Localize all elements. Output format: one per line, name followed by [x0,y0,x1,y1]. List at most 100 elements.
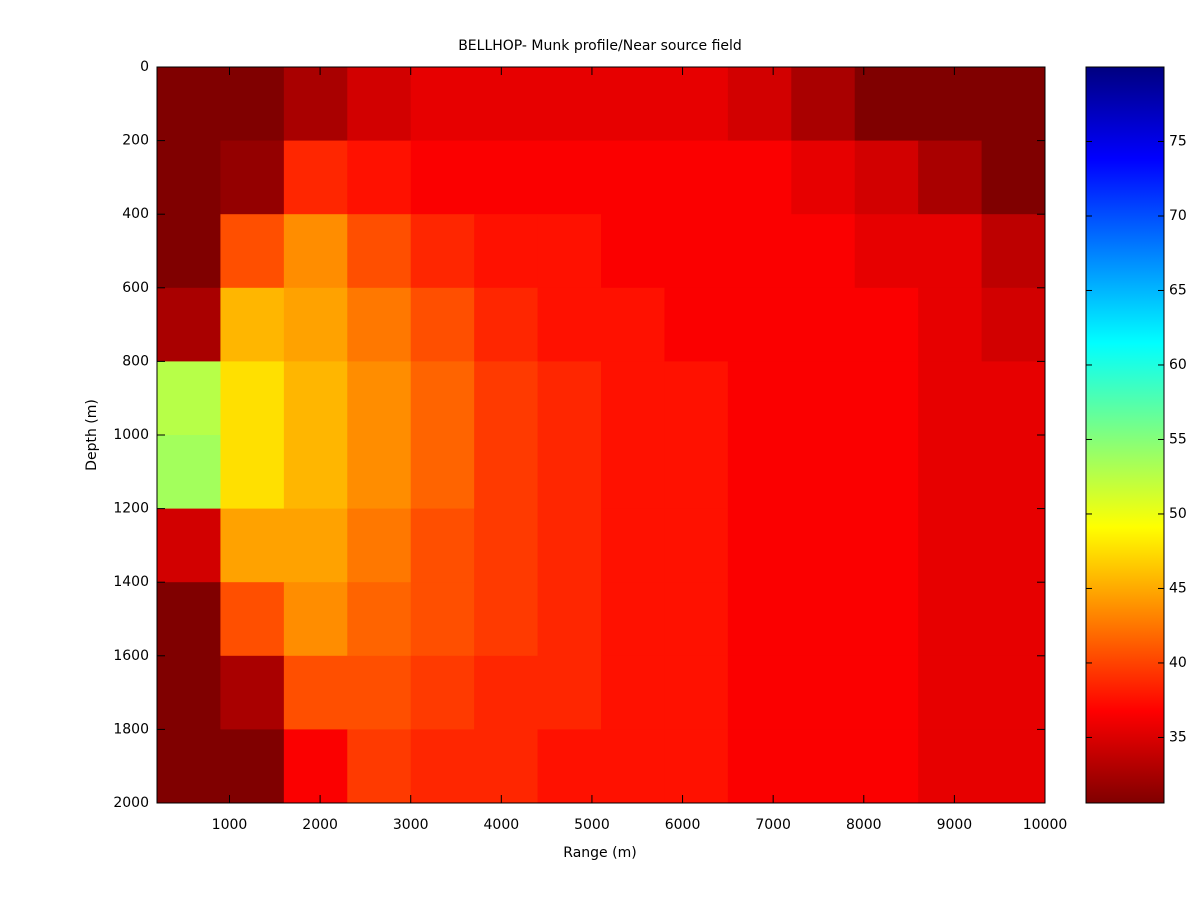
cell [410,508,475,583]
cell [537,361,602,436]
cell [664,214,729,289]
cell [981,655,1046,730]
cell [474,582,539,657]
cell [664,435,729,510]
cell [601,729,665,804]
cell [283,361,348,436]
x-tick-label: 2000 [302,817,338,833]
cell [601,361,665,436]
y-tick-label: 400 [122,206,149,222]
cell [157,361,221,436]
cell [157,287,221,362]
cell [664,140,729,215]
cell [537,508,602,583]
cell [347,655,412,730]
cell [727,67,792,142]
cell [601,582,665,657]
x-tick-label: 4000 [484,817,520,833]
cell [791,435,856,510]
colorbar-tick-label: 40 [1169,655,1187,671]
cell [664,361,729,436]
cell [918,508,983,583]
y-tick-label: 1600 [113,648,149,664]
cell [220,67,285,142]
cell [791,729,856,804]
cell [283,214,348,289]
cell [474,67,539,142]
y-tick-label: 200 [122,133,149,149]
cell [347,361,412,436]
cell [474,508,539,583]
cell [664,67,729,142]
cell [347,140,412,215]
colorbar-tick-label: 45 [1169,580,1187,596]
cell [601,287,665,362]
y-tick-label: 1200 [113,501,149,517]
cell [918,361,983,436]
cell [347,729,412,804]
cell [157,140,221,215]
cell [601,655,665,730]
y-tick-label: 1800 [113,721,149,737]
cell [601,435,665,510]
cell [347,435,412,510]
cell [220,508,285,583]
cell [854,214,919,289]
cell [981,361,1046,436]
cell [981,67,1046,142]
cell [918,582,983,657]
cell [537,140,602,215]
cell [347,214,412,289]
cell [854,582,919,657]
cell [854,729,919,804]
cell [918,729,983,804]
cell [918,287,983,362]
x-tick-label: 6000 [665,817,701,833]
cell [727,214,792,289]
x-tick-label: 3000 [393,817,429,833]
cell [981,435,1046,510]
cell [347,287,412,362]
cell [474,435,539,510]
cell [727,729,792,804]
cell [791,508,856,583]
colorbar-tick-label: 50 [1169,506,1187,522]
x-axis-label: Range (m) [563,845,636,861]
cell [664,655,729,730]
cell [157,729,221,804]
cell [918,140,983,215]
cell [537,287,602,362]
cell [283,655,348,730]
cell [220,214,285,289]
cell [601,508,665,583]
cell [283,729,348,804]
cell [283,67,348,142]
colorbar-tick-label: 75 [1169,133,1187,149]
cell [410,729,475,804]
cell [854,287,919,362]
colorbar-tick-label: 65 [1169,282,1187,298]
cell [474,729,539,804]
cell [727,655,792,730]
cell [664,287,729,362]
cell [410,140,475,215]
y-tick-label: 2000 [113,795,149,811]
cell [727,508,792,583]
cell [410,361,475,436]
cell [981,214,1046,289]
cell [601,67,665,142]
cell [410,287,475,362]
x-tick-label: 10000 [1023,817,1068,833]
colorbar-tick-label: 55 [1169,431,1187,447]
cell [537,729,602,804]
cell [854,67,919,142]
cell [664,729,729,804]
cell [220,361,285,436]
cell [981,582,1046,657]
cell [727,582,792,657]
cell [157,214,221,289]
colorbar-tick-label: 35 [1169,729,1187,745]
cell [918,655,983,730]
x-tick-label: 5000 [574,817,610,833]
